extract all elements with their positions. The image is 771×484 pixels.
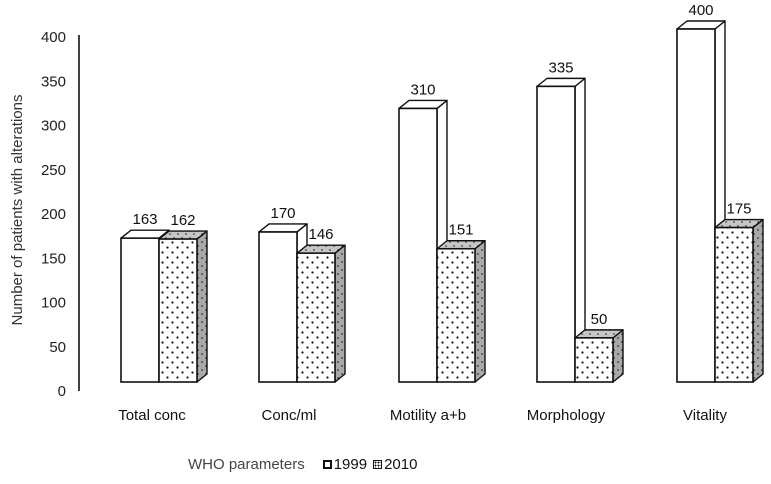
data-label-2010: 50 xyxy=(591,311,608,328)
data-label-1999: 170 xyxy=(270,205,295,222)
bar-front-face xyxy=(574,337,614,383)
legend-label-1999: 1999 xyxy=(333,456,368,473)
y-tick-label: 300 xyxy=(41,118,66,135)
legend-swatch-2010 xyxy=(373,460,383,469)
data-label-1999: 335 xyxy=(548,59,573,76)
y-tick-label: 250 xyxy=(41,162,66,179)
x-category-label: Conc/ml xyxy=(261,407,316,424)
bar-front-face xyxy=(436,247,476,383)
legend-item-2010: 2010 xyxy=(373,456,417,473)
bar-2010-0 xyxy=(158,230,208,383)
bar-2010-2 xyxy=(436,240,486,383)
x-category-label: Motility a+b xyxy=(390,407,466,424)
y-tick-label: 200 xyxy=(41,206,66,223)
bar-side-face xyxy=(612,329,624,383)
bar-side-face xyxy=(334,244,346,383)
y-tick-label: 150 xyxy=(41,250,66,267)
bar-side-face xyxy=(196,230,208,383)
bar-front-face xyxy=(714,226,754,383)
bar-front-face xyxy=(258,231,298,383)
bar-1999-3 xyxy=(536,77,586,383)
bar-front-face xyxy=(120,237,160,383)
bar-side-face xyxy=(474,240,486,383)
data-label-1999: 400 xyxy=(688,2,713,19)
bar-2010-3 xyxy=(574,329,624,383)
data-label-2010: 175 xyxy=(726,201,751,218)
bar-1999-4 xyxy=(676,20,726,383)
x-category-label: Vitality xyxy=(683,407,727,424)
bar-side-face xyxy=(752,218,764,383)
legend: WHO parameters 1999 2010 xyxy=(188,456,423,473)
y-tick-label: 0 xyxy=(58,383,66,400)
bar-2010-4 xyxy=(714,218,764,383)
data-label-2010: 162 xyxy=(170,212,195,229)
bar-front-face xyxy=(158,238,198,383)
data-label-1999: 163 xyxy=(132,211,157,228)
y-tick-label: 400 xyxy=(41,29,66,46)
data-label-1999: 310 xyxy=(410,81,435,98)
x-category-label: Total conc xyxy=(118,407,186,424)
bar-front-face xyxy=(398,107,438,383)
bar-front-face xyxy=(536,85,576,383)
bar-2010-1 xyxy=(296,244,346,383)
y-tick-label: 50 xyxy=(49,339,66,356)
y-axis-label: Number of patients with alterations xyxy=(9,95,26,326)
legend-swatch-1999 xyxy=(322,460,332,469)
bar-front-face xyxy=(296,252,336,383)
data-label-2010: 151 xyxy=(448,222,473,239)
data-label-2010: 146 xyxy=(308,226,333,243)
legend-item-1999: 1999 xyxy=(322,456,368,473)
x-axis-label: WHO parameters xyxy=(188,456,305,473)
x-category-label: Morphology xyxy=(527,407,606,424)
legend-label-2010: 2010 xyxy=(384,456,418,473)
bar-front-face xyxy=(676,28,716,383)
y-tick-label: 100 xyxy=(41,295,66,312)
y-tick-label: 350 xyxy=(41,73,66,90)
